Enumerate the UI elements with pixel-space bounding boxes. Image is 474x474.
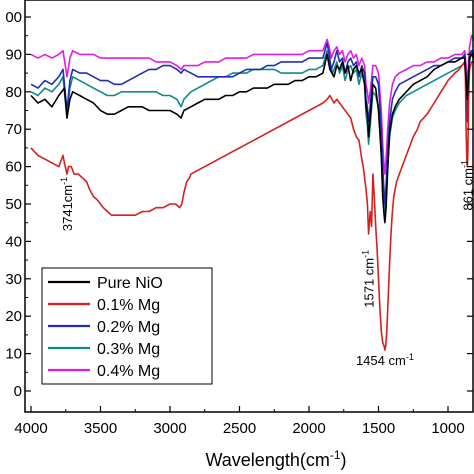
annotation-ann-1571: 1571 cm-1 (361, 250, 377, 308)
y-tick-label: 10 (5, 346, 22, 363)
y-axis: 0 10 20 30 40 50 60 70 80 90 00 (5, 9, 473, 400)
y-tick-label: 50 (5, 196, 22, 213)
x-tick-label: 3000 (153, 420, 186, 437)
series-line-2 (30, 42, 474, 205)
plot-frame (24, 0, 474, 413)
annotation-layer: 3741cm-1 1571 cm-1 1454 cm-1 861 cm-1 (59, 160, 474, 368)
x-tick-label: 4000 (14, 420, 47, 437)
legend: Pure NiO 0.1% Mg 0.2% Mg 0.3% Mg 0.4% Mg (41, 267, 213, 385)
annotation-ann-3741: 3741cm-1 (59, 177, 75, 231)
y-tick-label: 70 (5, 121, 22, 138)
series-line-3 (30, 49, 474, 213)
series-line-1 (30, 61, 474, 351)
legend-label-1: 0.1% Mg (97, 297, 160, 314)
annotation-ann-861: 861 cm-1 (459, 160, 474, 211)
y-tick-label: 60 (5, 159, 22, 176)
legend-label-4: 0.4% Mg (97, 363, 160, 380)
x-axis: 4000 3500 3000 2500 2000 1500 1000 (14, 406, 465, 437)
annotation-ann-1454: 1454 cm-1 (356, 352, 414, 368)
x-tick-label: 2000 (292, 420, 325, 437)
x-tick-label: 3500 (84, 420, 117, 437)
y-tick-label: 80 (5, 84, 22, 101)
y-tick-label: 20 (5, 308, 22, 325)
x-axis-title-close: ) (341, 450, 347, 470)
x-axis-title: Wavelength(cm-1) (205, 448, 346, 470)
x-tick-label: 2500 (223, 420, 256, 437)
x-axis-title-sup: -1 (330, 448, 341, 462)
y-tick-label: 30 (5, 271, 22, 288)
y-tick-label: 0 (14, 383, 22, 400)
legend-label-3: 0.3% Mg (97, 341, 160, 358)
x-tick-label: 1000 (431, 420, 464, 437)
legend-label-0: Pure NiO (97, 275, 163, 292)
series-line-4 (30, 34, 474, 175)
y-tick-label: 90 (5, 46, 22, 63)
legend-label-2: 0.2% Mg (97, 319, 160, 336)
x-tick-label: 1500 (362, 420, 395, 437)
y-tick-label: 00 (5, 9, 22, 26)
y-tick-label: 40 (5, 233, 22, 250)
series-line-0 (30, 53, 474, 224)
series-layer (30, 34, 474, 351)
